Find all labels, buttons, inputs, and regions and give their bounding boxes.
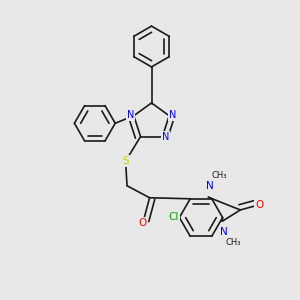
Text: N: N — [162, 132, 169, 142]
Text: O: O — [138, 218, 146, 228]
Text: CH₃: CH₃ — [225, 238, 241, 247]
Text: CH₃: CH₃ — [211, 171, 226, 180]
Text: O: O — [255, 200, 263, 210]
Text: N: N — [169, 110, 176, 120]
Text: N: N — [220, 227, 228, 237]
Text: N: N — [206, 181, 214, 191]
Text: S: S — [122, 156, 129, 166]
Text: N: N — [127, 110, 134, 120]
Text: Cl: Cl — [169, 212, 179, 223]
